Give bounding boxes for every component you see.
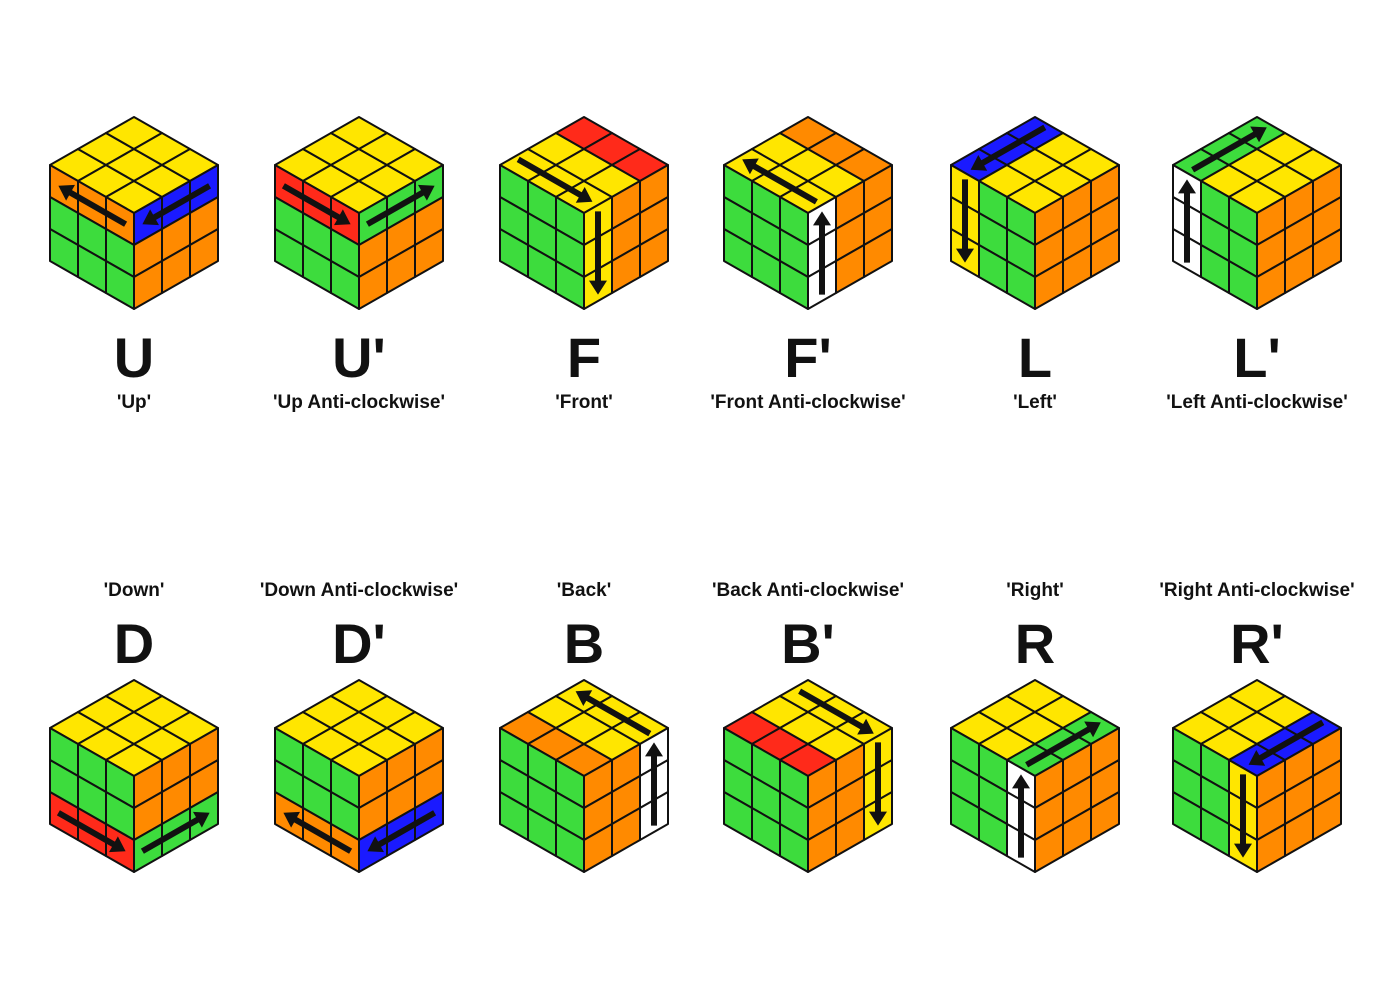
move-arrow-icon xyxy=(1178,179,1196,263)
move-label: 'Front Anti-clockwise' xyxy=(710,392,906,413)
move-notation: B xyxy=(563,612,605,675)
move-label: 'Left Anti-clockwise' xyxy=(1166,392,1348,413)
move-label: 'Down Anti-clockwise' xyxy=(259,580,459,601)
cube-diagram xyxy=(1172,116,1342,310)
move-notation: R' xyxy=(1230,612,1284,675)
move-label: 'Down' xyxy=(103,580,165,601)
move-notation: D' xyxy=(332,612,386,675)
move-arrow-icon xyxy=(1025,721,1101,768)
move-arrow-icon xyxy=(367,810,437,853)
move-arrow-icon xyxy=(1012,774,1030,858)
move-label: 'Right' xyxy=(1006,580,1064,601)
move-arrow-icon xyxy=(516,156,593,203)
move-notation: L' xyxy=(1233,326,1281,389)
cube-diagram xyxy=(49,679,219,873)
move-notation: R xyxy=(1014,612,1056,675)
move-arrow-icon xyxy=(140,811,210,854)
move-notation: F' xyxy=(784,326,832,389)
move-arrow-icon xyxy=(58,184,128,227)
move-arrow-icon xyxy=(798,688,874,735)
move-arrow-icon xyxy=(813,211,831,295)
move-arrow-icon xyxy=(970,124,1047,171)
right-sticker xyxy=(189,228,219,278)
cube-diagram xyxy=(950,679,1120,873)
move-arrow-icon xyxy=(1191,126,1267,173)
right-sticker xyxy=(1312,791,1342,841)
move-arrow-icon xyxy=(1248,719,1325,766)
move-arrow-icon xyxy=(575,690,652,737)
cube-diagram xyxy=(723,679,893,873)
right-sticker xyxy=(1312,228,1342,278)
cube-diagram xyxy=(49,116,219,310)
move-arrow-icon xyxy=(645,742,663,826)
move-label: 'Back' xyxy=(556,580,612,601)
move-arrow-icon xyxy=(281,183,351,226)
cube-diagram xyxy=(1172,679,1342,873)
move-arrow-icon xyxy=(283,811,353,854)
move-label: 'Up Anti-clockwise' xyxy=(273,392,445,413)
move-arrow-icon xyxy=(742,158,818,205)
move-arrow-icon xyxy=(869,742,887,826)
cube-diagram xyxy=(274,679,444,873)
move-arrow-icon xyxy=(365,184,435,227)
cube-diagram xyxy=(274,116,444,310)
cube-diagram xyxy=(723,116,893,310)
right-sticker xyxy=(639,228,669,278)
move-notation: U' xyxy=(332,326,386,389)
move-arrow-icon xyxy=(589,211,607,295)
right-sticker xyxy=(863,228,893,278)
move-label: 'Right Anti-clockwise' xyxy=(1159,580,1355,601)
cube-diagram xyxy=(499,116,669,310)
move-arrow-icon xyxy=(142,183,212,226)
move-label: 'Up' xyxy=(116,392,152,413)
right-sticker xyxy=(1090,791,1120,841)
move-notation: L xyxy=(1017,326,1053,389)
move-arrow-icon xyxy=(56,810,126,853)
move-notation: B' xyxy=(781,612,835,675)
move-arrow-icon xyxy=(956,179,974,263)
move-arrow-icon xyxy=(1234,774,1252,858)
cube-diagram xyxy=(499,679,669,873)
move-notation: U xyxy=(113,326,155,389)
move-notation: F xyxy=(566,326,602,389)
move-label: 'Left' xyxy=(1013,392,1057,413)
move-label: 'Back Anti-clockwise' xyxy=(711,580,905,601)
move-label: 'Front' xyxy=(555,392,613,413)
right-sticker xyxy=(1090,228,1120,278)
right-sticker xyxy=(414,228,444,278)
cube-diagram xyxy=(950,116,1120,310)
move-notation: D xyxy=(113,612,155,675)
